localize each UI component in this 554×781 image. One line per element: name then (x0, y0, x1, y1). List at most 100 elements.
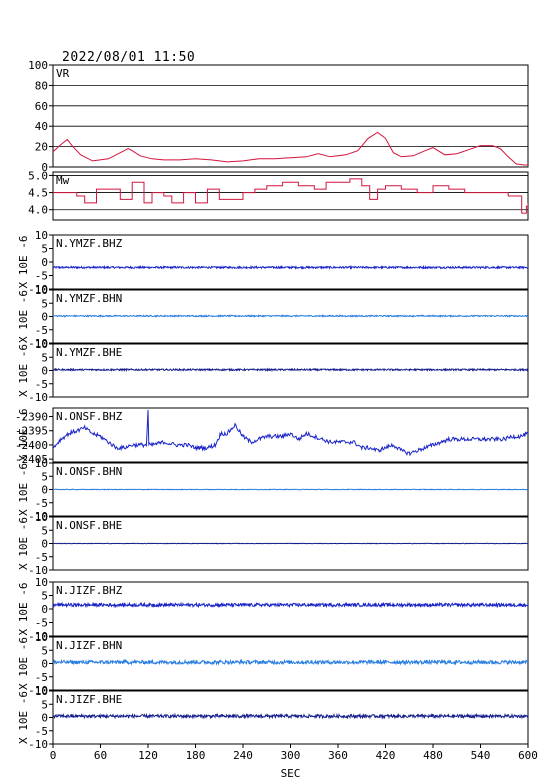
x-tick-label: 180 (186, 749, 206, 762)
y-tick-label: 5 (41, 590, 48, 603)
y-tick-label: -5 (35, 497, 48, 510)
y-tick-label: -10 (28, 564, 48, 577)
y-tick-label: 0 (41, 538, 48, 551)
y-tick-label: 5 (41, 470, 48, 483)
y-tick-label: 10 (35, 685, 48, 698)
trace-n-ymzf-bhn (53, 314, 528, 318)
y-tick-label: 100 (28, 59, 48, 72)
trace-n-onsf-bhz (53, 409, 528, 457)
panel-label-n-onsf-bhz: N.ONSF.BHZ (56, 410, 123, 423)
y-tick-label: 20 (35, 141, 48, 154)
y-tick-label: -10 (28, 283, 48, 296)
panel-frame-n-ymzf-bhz (52, 234, 529, 290)
x-tick-label: 240 (233, 749, 253, 762)
y-axis-label: X 10E -6 (17, 517, 30, 570)
y-tick-label: 10 (35, 229, 48, 242)
y-tick-label: 80 (35, 79, 48, 92)
trace-n-ymzf-bhe (53, 367, 528, 373)
y-tick-label: -5 (35, 725, 48, 738)
panel-label-n-jizf-bhn: N.JIZF.BHN (56, 639, 122, 652)
x-tick-label: 600 (518, 749, 538, 762)
y-tick-label: 10 (35, 631, 48, 644)
y-tick-label: 5 (41, 644, 48, 657)
y-tick-label: 5 (41, 243, 48, 256)
timestamp: 2022/08/01 11:50 (62, 50, 196, 65)
y-tick-label: -10 (28, 684, 48, 697)
y-axis-label: X 10E -6 (17, 691, 30, 744)
y-tick-label: 10 (35, 284, 48, 297)
panel-label-n-ymzf-bhz: N.YMZF.BHZ (56, 237, 123, 250)
x-tick-label: 420 (376, 749, 396, 762)
panel-frame-n-jizf-bhz (52, 581, 529, 637)
y-tick-label: 10 (35, 511, 48, 524)
y-tick-label: 0 (41, 311, 48, 324)
y-tick-label: -2405 (15, 453, 48, 466)
x-tick-label: 300 (281, 749, 301, 762)
y-axis-label: X 10E -6 (17, 409, 30, 462)
x-axis-label: SEC (281, 767, 301, 780)
y-tick-label: -10 (28, 337, 48, 350)
y-tick-label: 4.0 (28, 204, 48, 217)
trace-n-onsf-bhn (53, 488, 528, 491)
y-tick-label: 10 (35, 338, 48, 351)
y-tick-label: -5 (35, 617, 48, 630)
y-tick-label: -10 (28, 630, 48, 643)
panel-label-n-onsf-bhe: N.ONSF.BHE (56, 519, 122, 532)
y-tick-label: -5 (35, 270, 48, 283)
y-tick-label: 4.5 (28, 187, 48, 200)
panel-label-n-jizf-bhz: N.JIZF.BHZ (56, 584, 123, 597)
y-axis-label: X 10E -6 (17, 290, 30, 343)
y-tick-label: 0 (41, 484, 48, 497)
panel-frame-n-onsf-bhz (52, 407, 529, 463)
y-tick-label: 5.0 (28, 169, 48, 182)
panel-label-n-jizf-bhe: N.JIZF.BHE (56, 693, 122, 706)
y-tick-label: 5 (41, 524, 48, 537)
trace-n-ymzf-bhz (53, 264, 528, 271)
panel-label-mw: Mw (56, 174, 70, 187)
trace-n-jizf-bhn (53, 658, 528, 666)
x-tick-label: 0 (50, 749, 57, 762)
y-tick-label: -10 (28, 391, 48, 404)
y-tick-label: 5 (41, 297, 48, 310)
y-tick-label: -2390 (15, 411, 48, 424)
y-axis-label: X 10E -6 (17, 583, 30, 636)
trace-n-jizf-bhz (53, 601, 528, 609)
y-tick-label: 0 (41, 365, 48, 378)
y-tick-label: 5 (41, 351, 48, 364)
trace-mw (53, 178, 528, 214)
panel-label-n-ymzf-bhe: N.YMZF.BHE (56, 346, 122, 359)
y-tick-label: -2395 (15, 425, 48, 438)
y-tick-label: -5 (35, 551, 48, 564)
panel-frame-mw (52, 171, 529, 221)
y-tick-label: -10 (28, 510, 48, 523)
trace-n-jizf-bhe (53, 712, 528, 720)
x-tick-label: 540 (471, 749, 491, 762)
panel-label-vr: VR (56, 67, 70, 80)
y-tick-label: -5 (35, 324, 48, 337)
panel-label-n-ymzf-bhn: N.YMZF.BHN (56, 292, 122, 305)
y-tick-label: 40 (35, 120, 48, 133)
y-axis-label: X 10E -6 (17, 463, 30, 516)
y-tick-label: -5 (35, 378, 48, 391)
y-axis-label: X 10E -6 (17, 344, 30, 397)
y-tick-label: 10 (35, 457, 48, 470)
y-tick-label: 0 (41, 603, 48, 616)
trace-vr (53, 131, 528, 166)
x-tick-label: 60 (94, 749, 107, 762)
y-tick-label: 0 (41, 256, 48, 269)
y-axis-label: X 10E -6 (17, 637, 30, 690)
x-tick-label: 120 (138, 749, 158, 762)
y-tick-label: 0 (41, 712, 48, 725)
y-tick-label: 0 (41, 161, 48, 174)
y-tick-label: 10 (35, 576, 48, 589)
y-axis-label: X 10E -6 (17, 236, 30, 289)
y-tick-label: -5 (35, 671, 48, 684)
x-tick-label: 360 (328, 749, 348, 762)
y-tick-label: 60 (35, 100, 48, 113)
panel-frame-vr (52, 64, 529, 168)
y-tick-label: 0 (41, 658, 48, 671)
x-tick-label: 480 (423, 749, 443, 762)
y-tick-label: 5 (41, 698, 48, 711)
y-tick-label: -2400 (15, 439, 48, 452)
